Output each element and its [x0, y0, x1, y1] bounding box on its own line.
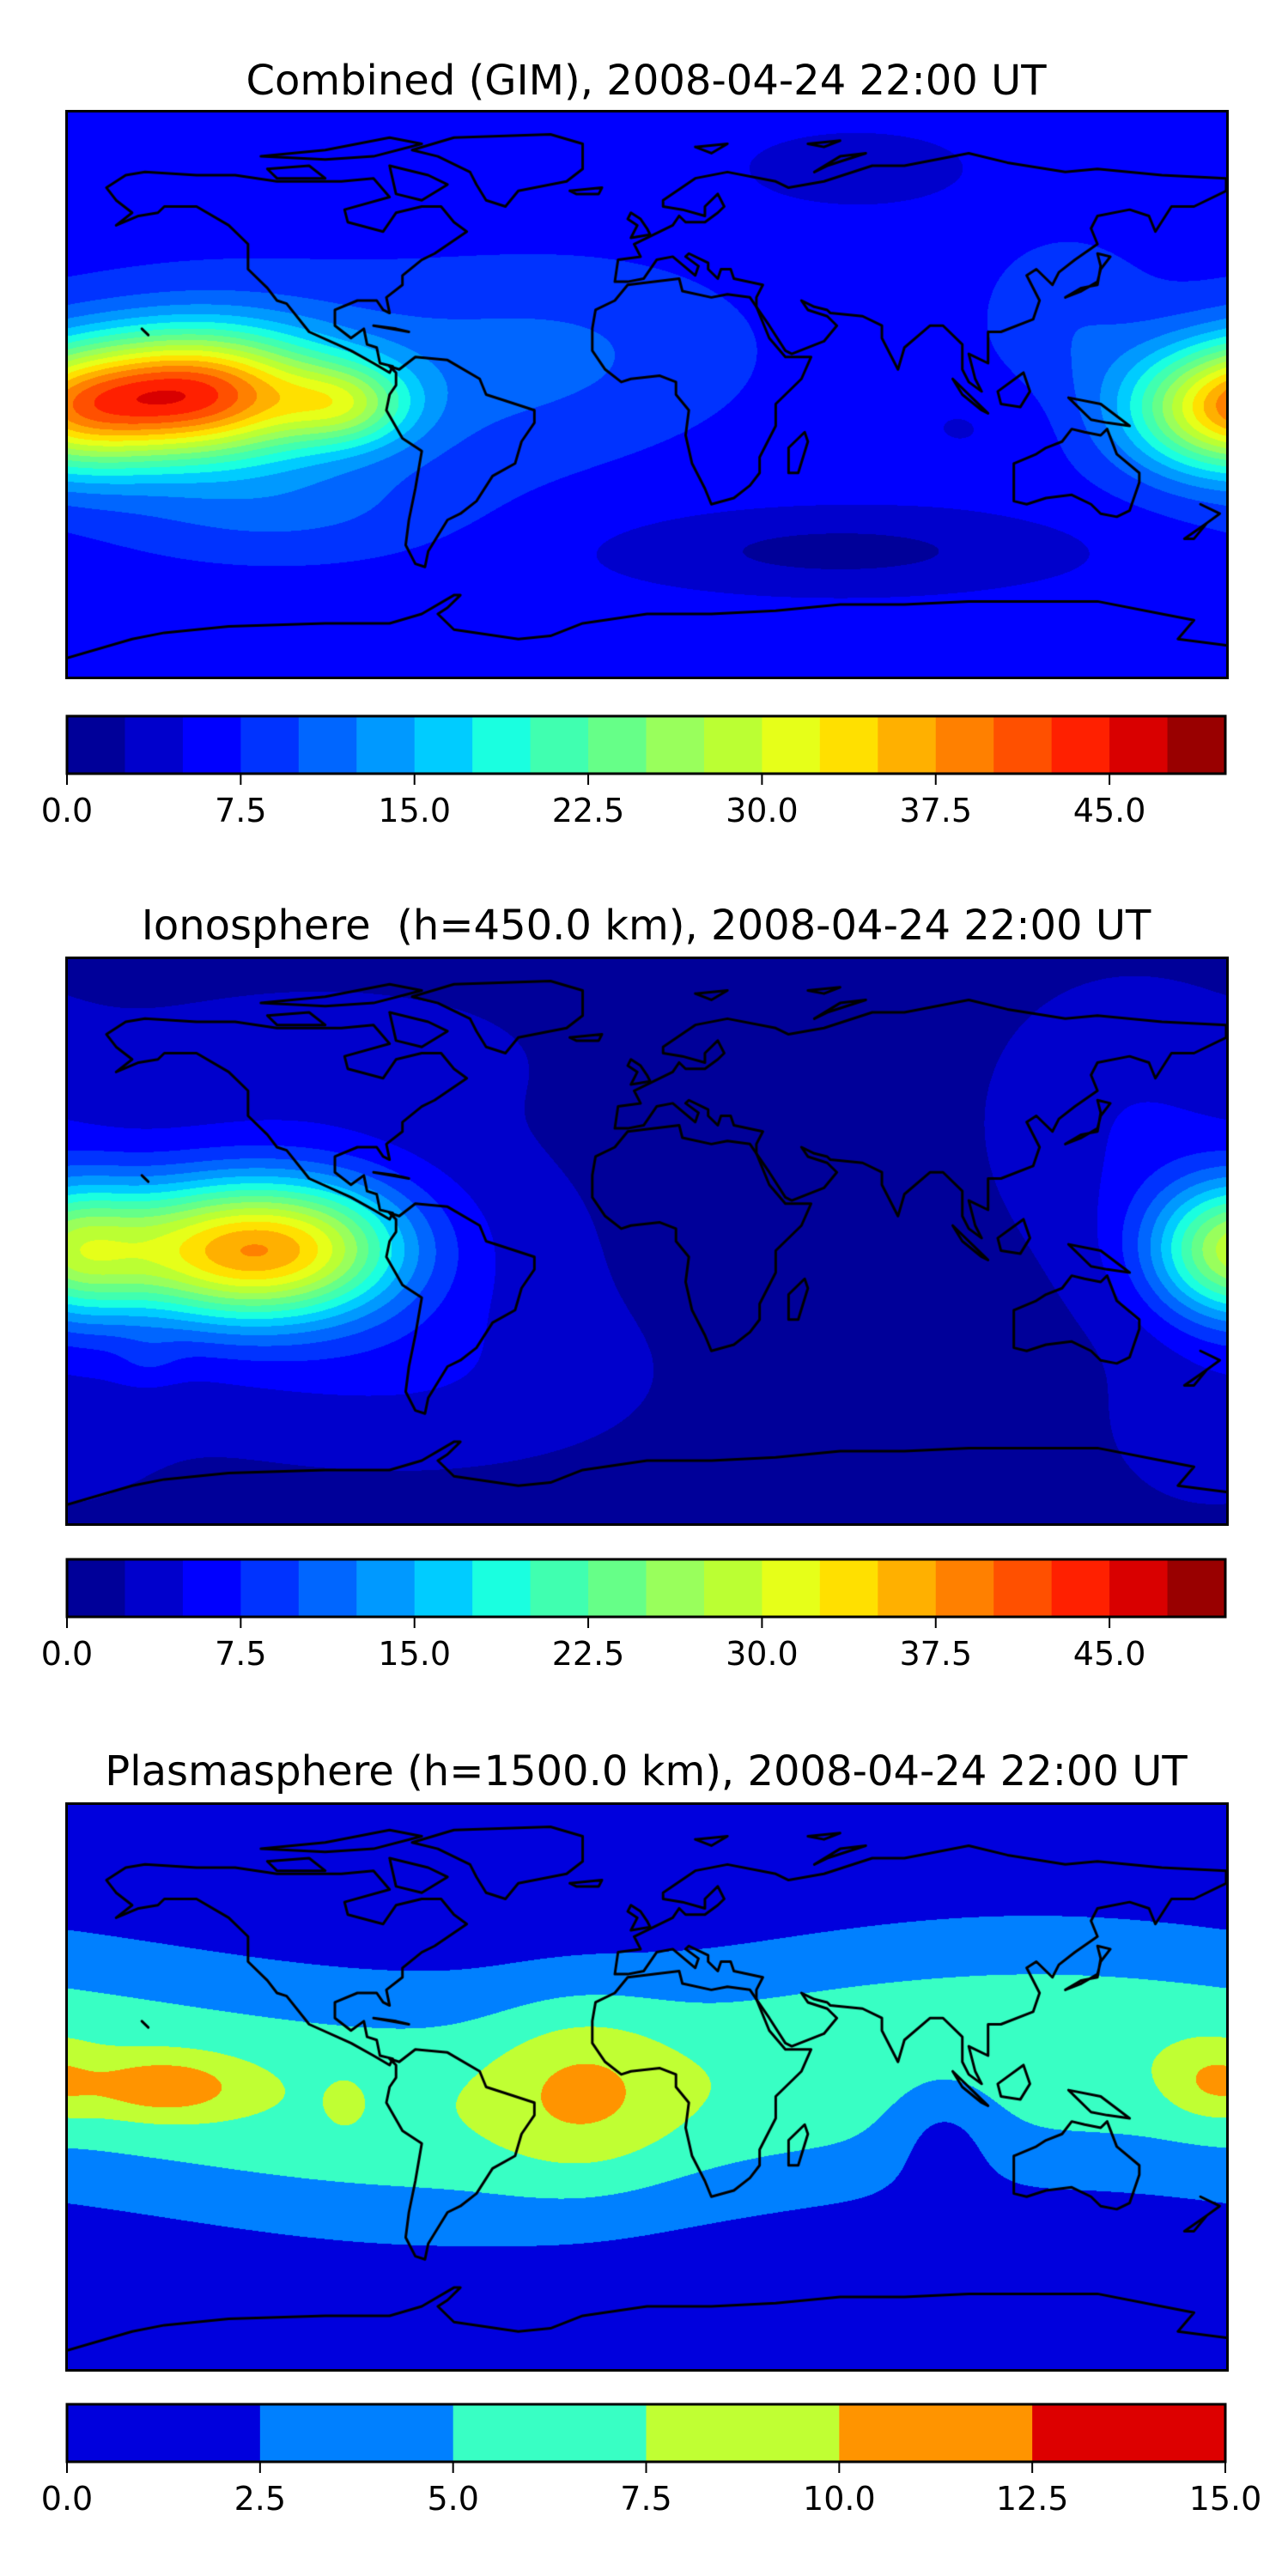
colorbar-tick-label: 12.5	[996, 2480, 1069, 2518]
colorbar-band	[1167, 716, 1226, 774]
colorbar-band	[588, 1559, 647, 1617]
colorbar-band	[839, 2404, 1033, 2462]
map-plot	[65, 1802, 1229, 2372]
colorbar-band	[935, 1559, 994, 1617]
colorbar: 0.0 7.5 15.0 22.5 30.0 37.5 45.0	[41, 1558, 1227, 1673]
colorbar-band	[703, 716, 762, 774]
colorbar-band	[819, 1559, 878, 1617]
colorbar-tick-label: 2.5	[234, 2480, 286, 2518]
colorbar-band	[125, 716, 184, 774]
colorbar-band	[414, 1559, 473, 1617]
colorbar-tick-label: 7.5	[215, 792, 266, 829]
colorbar-band	[182, 716, 241, 774]
colorbar-tick-label: 7.5	[620, 2480, 671, 2518]
colorbar-tick-label: 30.0	[726, 1635, 799, 1673]
colorbar-tick-label: 0.0	[41, 2480, 93, 2518]
colorbar-tick-label: 45.0	[1073, 1635, 1146, 1673]
tec-contour-map	[68, 112, 1226, 677]
colorbar-band	[993, 1559, 1053, 1617]
colorbar-band	[646, 1559, 705, 1617]
colorbar-tick-label: 37.5	[899, 1635, 972, 1673]
colorbar-tick-label: 45.0	[1073, 792, 1146, 829]
tec-contour-map	[68, 959, 1226, 1523]
colorbar-band	[356, 1559, 416, 1617]
colorbar-band	[67, 1559, 126, 1617]
colorbar-band	[646, 716, 705, 774]
colorbar-band	[125, 1559, 184, 1617]
colorbar-band	[453, 2404, 647, 2462]
colorbar-band	[878, 1559, 937, 1617]
plot-title: Ionosphere (h=450.0 km), 2008-04-24 22:0…	[141, 902, 1151, 950]
colorbar-band	[1051, 1559, 1110, 1617]
colorbar-tick-label: 15.0	[378, 792, 451, 829]
colorbar-band	[993, 716, 1053, 774]
colorbar-tick-label: 10.0	[803, 2480, 876, 2518]
colorbar-band	[414, 716, 473, 774]
colorbar-tick-label: 0.0	[41, 792, 93, 829]
colorbar-band	[878, 716, 937, 774]
colorbar-band	[530, 716, 589, 774]
colorbar-band	[240, 1559, 300, 1617]
colorbar-tick-label: 22.5	[552, 1635, 625, 1673]
colorbar-tick-label: 37.5	[899, 792, 972, 829]
colorbar-band	[1167, 1559, 1226, 1617]
colorbar-band	[762, 1559, 821, 1617]
colorbar-tick-label: 22.5	[552, 792, 625, 829]
colorbar-band	[240, 716, 300, 774]
colorbar-tick-label: 15.0	[1189, 2480, 1262, 2518]
colorbar-band	[182, 1559, 241, 1617]
colorbar-band	[472, 1559, 532, 1617]
colorbar-band	[298, 1559, 357, 1617]
plot-title: Plasmasphere (h=1500.0 km), 2008-04-24 2…	[105, 1747, 1188, 1795]
colorbar-band	[356, 716, 416, 774]
colorbar-band	[1109, 1559, 1169, 1617]
map-plot	[65, 957, 1229, 1526]
colorbar-band	[1109, 716, 1169, 774]
colorbar-band	[588, 716, 647, 774]
tec-contour-map	[68, 1805, 1226, 2369]
colorbar: 0.0 7.5 15.0 22.5 30.0 37.5 45.0	[41, 714, 1227, 829]
colorbar-band	[703, 1559, 762, 1617]
colorbar-band	[298, 716, 357, 774]
colorbar: 0.0 2.5 5.0 7.5 10.0 12.5 15.0	[41, 2403, 1261, 2518]
colorbar-band	[472, 716, 532, 774]
colorbar-band	[1051, 716, 1110, 774]
colorbar-band	[646, 2404, 840, 2462]
colorbar-tick-label: 5.0	[427, 2480, 478, 2518]
colorbar-frame	[65, 714, 1227, 775]
colorbar-band	[762, 716, 821, 774]
colorbar-band	[530, 1559, 589, 1617]
colorbar-tick-label: 7.5	[215, 1635, 266, 1673]
colorbar-tick-label: 0.0	[41, 1635, 93, 1673]
colorbar-band	[67, 716, 126, 774]
colorbar-tick-label: 30.0	[726, 792, 799, 829]
map-plot	[65, 110, 1229, 679]
colorbar-band	[935, 716, 994, 774]
colorbar-tick-label: 15.0	[378, 1635, 451, 1673]
colorbar-band	[67, 2404, 261, 2462]
colorbar-band	[819, 716, 878, 774]
colorbar-frame	[65, 1558, 1227, 1619]
plot-title: Combined (GIM), 2008-04-24 22:00 UT	[246, 57, 1047, 105]
colorbar-band	[259, 2404, 454, 2462]
colorbar-band	[1032, 2404, 1226, 2462]
